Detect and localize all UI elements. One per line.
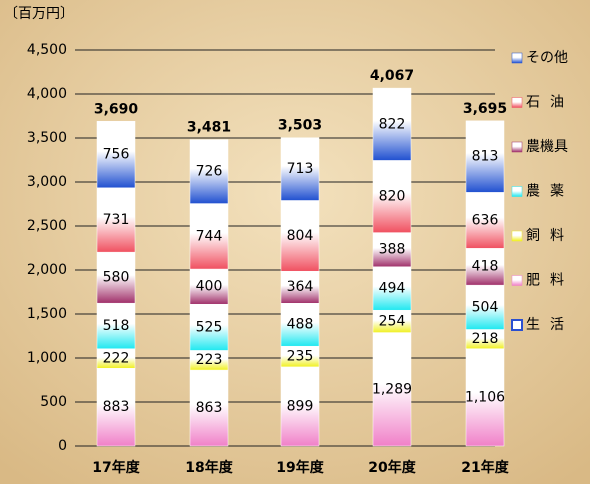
bar-segment bbox=[96, 302, 136, 350]
value-label: 400 bbox=[196, 279, 223, 295]
value-label: 218 bbox=[472, 331, 499, 347]
legend-swatch bbox=[511, 141, 523, 153]
bar-segment bbox=[189, 139, 229, 204]
value-label: 726 bbox=[196, 164, 223, 180]
total-label: 3,503 bbox=[278, 118, 322, 134]
value-label: 756 bbox=[103, 147, 130, 163]
y-tick-label: 3,500 bbox=[27, 130, 67, 146]
bar-segment bbox=[189, 303, 229, 351]
x-tick-label: 20年度 bbox=[368, 459, 416, 476]
legend-swatch bbox=[511, 230, 523, 242]
y-tick-label: 2,500 bbox=[27, 218, 67, 234]
legend-label: 生活 bbox=[526, 317, 574, 333]
value-label: 235 bbox=[287, 349, 314, 365]
legend-label: 肥料 bbox=[526, 273, 574, 289]
bar-segment bbox=[465, 284, 505, 330]
bar-segment bbox=[280, 270, 320, 304]
bar-segment bbox=[189, 268, 229, 305]
bar-segment bbox=[96, 187, 136, 253]
bar-segment bbox=[372, 232, 412, 267]
x-tick-label: 17年度 bbox=[92, 459, 140, 476]
value-label: 813 bbox=[472, 149, 499, 165]
value-label: 899 bbox=[287, 398, 314, 414]
x-tick-label: 19年度 bbox=[276, 459, 324, 476]
bar-segment bbox=[465, 348, 505, 447]
y-tick-label: 500 bbox=[40, 394, 67, 410]
total-label: 3,690 bbox=[94, 101, 139, 117]
value-label: 1,106 bbox=[465, 389, 505, 405]
y-tick-label: 4,000 bbox=[27, 86, 67, 102]
bar-segment bbox=[372, 160, 412, 233]
legend-label: その他 bbox=[526, 50, 568, 66]
total-label: 3,695 bbox=[463, 101, 507, 117]
value-label: 418 bbox=[472, 259, 499, 275]
value-label: 713 bbox=[287, 161, 314, 177]
legend-swatch bbox=[511, 52, 523, 64]
bar-segment bbox=[465, 248, 505, 286]
y-tick-label: 2,000 bbox=[27, 262, 67, 278]
bar-segment bbox=[280, 137, 320, 201]
value-label: 804 bbox=[287, 228, 314, 244]
total-label: 3,481 bbox=[187, 120, 231, 136]
bar-segment bbox=[280, 200, 320, 272]
value-label: 494 bbox=[379, 280, 406, 296]
bar-segment bbox=[372, 87, 412, 161]
legend-swatch bbox=[511, 319, 523, 331]
value-label: 883 bbox=[103, 399, 130, 415]
value-label: 488 bbox=[287, 317, 314, 333]
legend-label: 石油 bbox=[526, 95, 574, 111]
legend-label: 農薬 bbox=[526, 184, 574, 200]
x-tick-label: 18年度 bbox=[185, 459, 233, 476]
value-label: 580 bbox=[103, 270, 130, 286]
y-tick-label: 3,000 bbox=[27, 174, 67, 190]
value-label: 222 bbox=[103, 351, 130, 367]
y-tick-label: 4,500 bbox=[27, 42, 67, 58]
x-tick-label: 21年度 bbox=[461, 459, 509, 476]
bar-segment bbox=[465, 120, 505, 193]
bar-segment bbox=[189, 203, 229, 270]
value-label: 525 bbox=[196, 319, 223, 335]
value-label: 636 bbox=[472, 212, 499, 228]
total-label: 4,067 bbox=[370, 68, 414, 84]
value-label: 388 bbox=[379, 242, 406, 258]
legend-swatch bbox=[511, 186, 523, 197]
bar-segment bbox=[96, 251, 136, 304]
y-tick-label: 1,000 bbox=[27, 350, 67, 366]
bar-segment bbox=[372, 266, 412, 311]
bar-segment bbox=[96, 368, 136, 447]
value-label: 364 bbox=[287, 279, 314, 295]
value-label: 223 bbox=[196, 352, 223, 368]
value-label: 1,289 bbox=[372, 381, 412, 397]
legend-label: 飼料 bbox=[526, 228, 574, 244]
bar-segment bbox=[372, 332, 412, 447]
value-label: 822 bbox=[379, 116, 406, 132]
legend-swatch bbox=[511, 275, 523, 286]
bar-segment bbox=[280, 303, 320, 347]
value-label: 863 bbox=[196, 400, 223, 416]
bar-segment bbox=[96, 121, 136, 189]
unit-label: 〔百万円〕 bbox=[4, 6, 74, 22]
value-label: 744 bbox=[196, 228, 223, 244]
bar-segment bbox=[189, 369, 229, 447]
value-label: 518 bbox=[103, 318, 130, 334]
y-tick-label: 1,500 bbox=[27, 306, 67, 322]
legend-swatch bbox=[511, 97, 523, 108]
bar-segment bbox=[280, 366, 320, 447]
legend-label: 農機具 bbox=[526, 139, 568, 155]
y-tick-label: 0 bbox=[58, 438, 67, 454]
value-label: 254 bbox=[379, 313, 406, 329]
value-label: 820 bbox=[379, 189, 406, 205]
value-label: 504 bbox=[472, 299, 499, 315]
value-label: 731 bbox=[103, 212, 130, 228]
